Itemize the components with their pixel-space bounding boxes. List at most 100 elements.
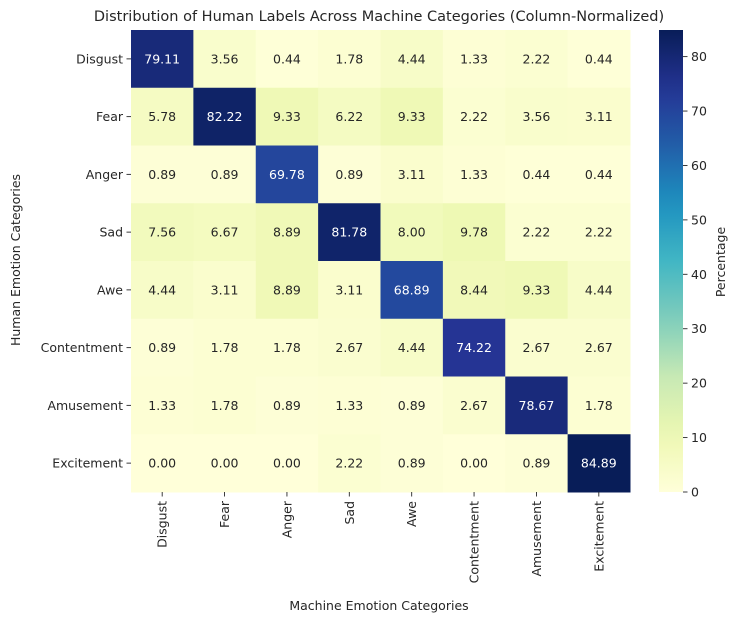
heatmap-cell bbox=[255, 30, 319, 89]
cell-value-label: 1.78 bbox=[585, 398, 613, 413]
y-tick-label: Anger bbox=[86, 167, 124, 182]
cell-value-label: 3.56 bbox=[211, 51, 239, 66]
cell-value-label: 68.89 bbox=[394, 282, 430, 297]
cell-value-label: 0.89 bbox=[211, 167, 239, 182]
heatmap-cell bbox=[567, 434, 631, 493]
cell-value-label: 74.22 bbox=[456, 340, 492, 355]
heatmap-cell bbox=[380, 318, 444, 377]
x-axis: Disgust Fear Anger Sad Awe Contentment Amuseme… bbox=[155, 492, 606, 583]
heatmap-cell bbox=[380, 434, 444, 493]
heatmap-cell bbox=[193, 434, 257, 493]
cell-value-label: 9.78 bbox=[460, 225, 488, 240]
heatmap-cell bbox=[442, 376, 506, 435]
cell-value-label: 0.89 bbox=[148, 167, 176, 182]
cell-value-label: 2.22 bbox=[523, 51, 551, 66]
cell-value-label: 8.44 bbox=[460, 282, 488, 297]
heatmap-cell bbox=[505, 434, 569, 493]
cell-value-label: 2.22 bbox=[460, 109, 488, 124]
colorbar-tick-label: 60 bbox=[691, 158, 707, 173]
heatmap-cell bbox=[193, 145, 257, 204]
heatmap-cell bbox=[131, 261, 194, 320]
cell-value-label: 2.67 bbox=[585, 340, 613, 355]
cell-value-label: 1.78 bbox=[335, 51, 363, 66]
cell-value-label: 0.89 bbox=[148, 340, 176, 355]
cell-value-label: 4.44 bbox=[148, 282, 176, 297]
heatmap-grid: 79.11 3.56 0.44 1.78 4.44 1.33 2.22 0.44 5.78 82.… bbox=[131, 30, 631, 493]
heatmap-cell bbox=[442, 87, 506, 146]
heatmap-cell bbox=[318, 145, 381, 204]
cell-value-label: 69.78 bbox=[269, 167, 305, 182]
cell-value-label: 6.22 bbox=[335, 109, 363, 124]
y-tick-label: Contentment bbox=[41, 340, 124, 355]
heatmap-cell bbox=[380, 376, 444, 435]
heatmap-cell bbox=[193, 261, 257, 320]
heatmap-cell bbox=[131, 318, 194, 377]
heatmap-cell bbox=[193, 30, 257, 89]
heatmap-cell bbox=[193, 318, 257, 377]
heatmap-cell bbox=[505, 87, 569, 146]
x-axis-label: Machine Emotion Categories bbox=[289, 598, 468, 613]
heatmap-cell bbox=[442, 30, 506, 89]
colorbar-tick-label: 80 bbox=[691, 49, 707, 64]
heatmap-cell bbox=[131, 376, 194, 435]
heatmap-cell bbox=[380, 145, 444, 204]
heatmap-cell bbox=[193, 203, 257, 262]
cell-value-label: 9.33 bbox=[523, 282, 551, 297]
cell-value-label: 0.89 bbox=[398, 398, 426, 413]
cell-value-label: 3.11 bbox=[585, 109, 613, 124]
cell-value-label: 6.67 bbox=[211, 225, 239, 240]
heatmap-cell bbox=[318, 87, 381, 146]
y-tick-label: Amusement bbox=[47, 398, 123, 413]
cell-value-label: 8.00 bbox=[398, 225, 426, 240]
cell-value-label: 0.44 bbox=[523, 167, 551, 182]
heatmap-cell bbox=[318, 434, 381, 493]
heatmap-cell bbox=[255, 261, 319, 320]
cell-value-label: 0.89 bbox=[398, 456, 426, 471]
y-tick-label: Fear bbox=[96, 109, 124, 124]
heatmap-cell bbox=[131, 434, 194, 493]
cell-value-label: 3.11 bbox=[335, 282, 363, 297]
heatmap-cell bbox=[505, 30, 569, 89]
cell-value-label: 1.33 bbox=[148, 398, 176, 413]
colorbar-tick-label: 50 bbox=[691, 212, 707, 227]
cell-value-label: 2.22 bbox=[335, 456, 363, 471]
heatmap-cell bbox=[442, 261, 506, 320]
cell-value-label: 9.33 bbox=[273, 109, 301, 124]
cell-value-label: 1.33 bbox=[335, 398, 363, 413]
heatmap-cell bbox=[505, 145, 569, 204]
heatmap-cell bbox=[442, 145, 506, 204]
heatmap-cell bbox=[567, 261, 631, 320]
heatmap-cell bbox=[318, 203, 381, 262]
heatmap-cell bbox=[505, 203, 569, 262]
x-tick-label: Awe bbox=[404, 501, 419, 527]
cell-value-label: 78.67 bbox=[519, 398, 555, 413]
colorbar-tick-label: 40 bbox=[691, 267, 707, 282]
heatmap-cell bbox=[567, 203, 631, 262]
heatmap-cell bbox=[505, 318, 569, 377]
cell-value-label: 84.89 bbox=[581, 456, 617, 471]
heatmap-cell bbox=[567, 376, 631, 435]
cell-value-label: 0.44 bbox=[273, 51, 301, 66]
cell-value-label: 7.56 bbox=[148, 225, 176, 240]
cell-value-label: 4.44 bbox=[398, 51, 426, 66]
heatmap-cell bbox=[505, 261, 569, 320]
heatmap-cell bbox=[567, 87, 631, 146]
cell-value-label: 0.89 bbox=[523, 456, 551, 471]
heatmap-cell bbox=[567, 30, 631, 89]
colorbar: 0 10 20 30 40 50 60 70 80 bbox=[659, 30, 707, 500]
colorbar-tick-label: 0 bbox=[691, 485, 699, 500]
heatmap-cell bbox=[380, 261, 444, 320]
cell-value-label: 79.11 bbox=[144, 51, 180, 66]
cell-value-label: 9.33 bbox=[398, 109, 426, 124]
heatmap-cell bbox=[131, 30, 194, 89]
cell-value-label: 0.89 bbox=[273, 398, 301, 413]
x-tick-label: Fear bbox=[217, 500, 232, 528]
heatmap-cell bbox=[318, 318, 381, 377]
heatmap-cell bbox=[318, 261, 381, 320]
cell-value-label: 0.89 bbox=[335, 167, 363, 182]
cell-value-label: 2.22 bbox=[523, 225, 551, 240]
y-tick-label: Excitement bbox=[52, 456, 123, 471]
colorbar-label: Percentage bbox=[713, 227, 728, 298]
cell-value-label: 3.11 bbox=[398, 167, 426, 182]
